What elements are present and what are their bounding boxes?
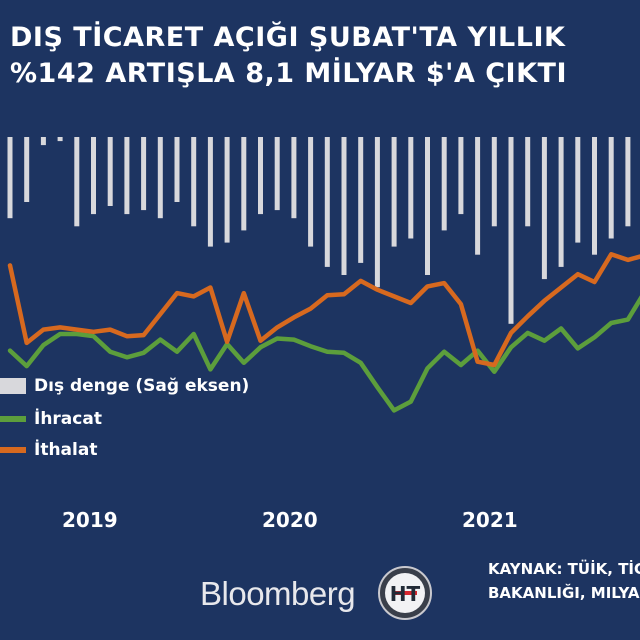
balance-bar bbox=[391, 137, 397, 247]
imports-line bbox=[7, 252, 640, 368]
x-tick-label-2021: 2021 bbox=[462, 508, 518, 532]
balance-bar bbox=[458, 137, 464, 215]
bloomberg-logo: Bloomberg bbox=[200, 575, 356, 612]
balance-bar bbox=[107, 137, 113, 206]
balance-bar bbox=[592, 137, 597, 255]
balance-bar bbox=[91, 137, 96, 215]
balance-bar bbox=[40, 137, 46, 146]
balance-bar bbox=[341, 137, 347, 275]
balance-bar bbox=[24, 137, 30, 202]
balance-bar bbox=[625, 137, 631, 227]
legend-item-imports: İthalat bbox=[0, 438, 97, 462]
balance-bar bbox=[491, 137, 497, 227]
balance-bar bbox=[308, 137, 314, 247]
x-tick-label-2020: 2020 bbox=[262, 508, 318, 532]
balance-bar bbox=[191, 137, 197, 227]
ht-logo-icon: HT bbox=[378, 566, 432, 620]
balance-bar bbox=[57, 137, 63, 142]
balance-bar bbox=[508, 137, 514, 324]
balance-bar bbox=[324, 137, 330, 267]
balance-bar bbox=[441, 137, 447, 231]
balance-bar bbox=[558, 137, 564, 267]
balance-bar bbox=[7, 137, 13, 219]
legend-swatch-balance bbox=[0, 378, 26, 394]
x-tick-label-2019: 2019 bbox=[62, 508, 118, 532]
balance-bar bbox=[241, 137, 247, 231]
balance-bar bbox=[374, 137, 380, 288]
balance-bar bbox=[274, 137, 280, 211]
ht-logo-text: HT bbox=[390, 582, 421, 606]
balance-bar bbox=[408, 137, 414, 239]
balance-bar bbox=[74, 137, 80, 227]
balance-bar bbox=[124, 137, 130, 215]
legend-label-exports: İhracat bbox=[34, 409, 102, 429]
legend-label-balance: Dış denge (Sağ eksen) bbox=[34, 376, 250, 396]
balance-bar bbox=[525, 137, 531, 227]
source-line-2: BAKANLIĞI, MILYAR $ bbox=[488, 584, 640, 602]
balance-bar bbox=[541, 137, 547, 280]
balance-bar bbox=[224, 137, 230, 243]
balance-bar bbox=[575, 137, 581, 243]
balance-bar bbox=[425, 137, 430, 275]
balance-bar bbox=[207, 137, 213, 247]
balance-bar bbox=[157, 137, 163, 219]
balance-bar bbox=[608, 137, 614, 239]
exports-line bbox=[7, 295, 640, 413]
balance-bar bbox=[141, 137, 147, 211]
balance-bar bbox=[358, 137, 364, 263]
legend-swatch-imports bbox=[0, 447, 26, 453]
balance-bar bbox=[291, 137, 297, 219]
legend-item-exports: İhracat bbox=[0, 407, 102, 431]
chart-title-line-2: %142 ARTIŞLA 8,1 MİLYAR $'A ÇIKTI bbox=[10, 58, 567, 89]
legend-swatch-exports bbox=[0, 416, 26, 422]
balance-bar bbox=[174, 137, 180, 202]
balance-bar bbox=[475, 137, 481, 255]
legend-label-imports: İthalat bbox=[34, 440, 98, 460]
source-line-1: KAYNAK: TÜİK, TİCARET bbox=[488, 560, 640, 578]
balance-bar bbox=[258, 137, 263, 215]
legend-item-balance: Dış denge (Sağ eksen) bbox=[0, 374, 249, 398]
chart-title-line-1: DIŞ TİCARET AÇIĞI ŞUBAT'TA YILLIK bbox=[10, 22, 566, 53]
